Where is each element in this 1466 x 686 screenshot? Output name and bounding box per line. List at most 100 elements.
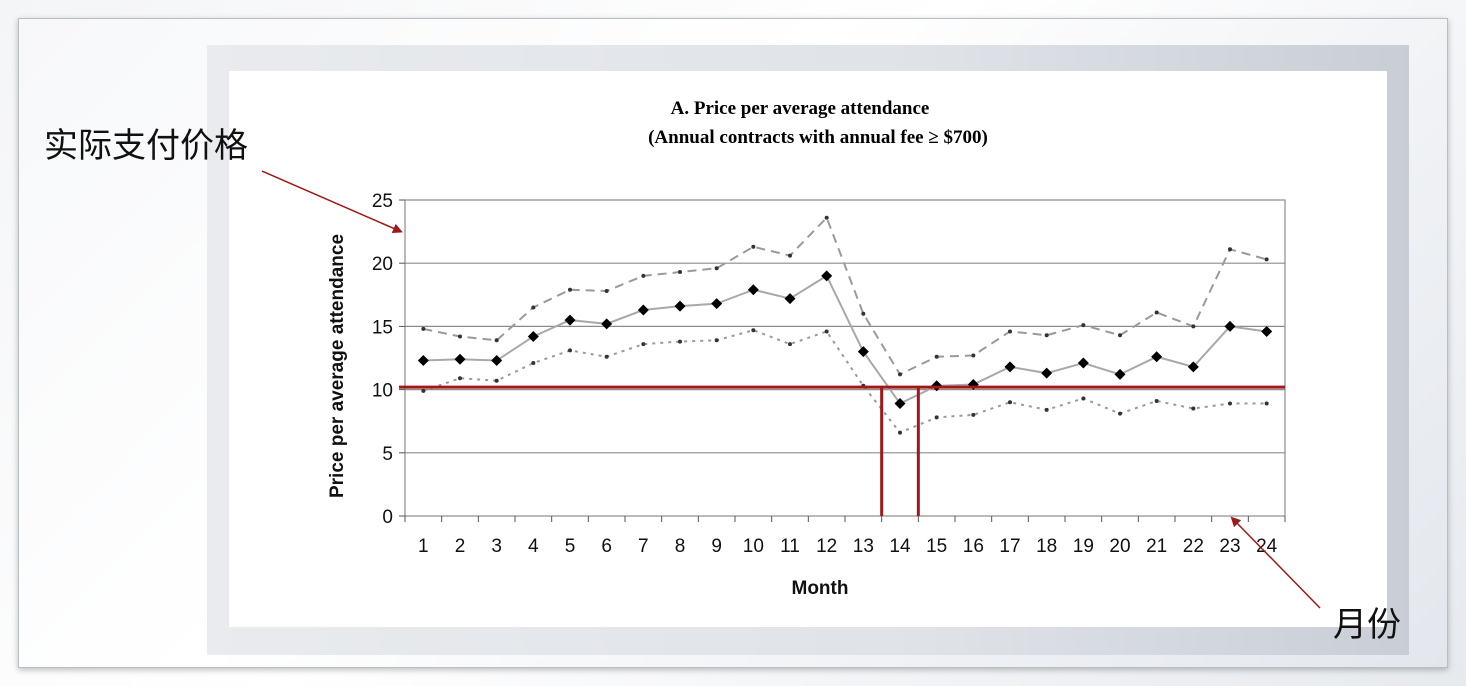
x-tick-label: 9 bbox=[711, 536, 722, 557]
x-tick-label: 11 bbox=[780, 536, 800, 557]
series-mean-point bbox=[747, 284, 759, 296]
x-tick-label: 18 bbox=[1036, 536, 1057, 557]
x-tick-label: 3 bbox=[491, 536, 502, 557]
x-tick-label: 2 bbox=[455, 536, 466, 557]
x-tick-label: 21 bbox=[1146, 536, 1167, 557]
x-tick-label: 22 bbox=[1183, 536, 1204, 557]
series-upper-point bbox=[714, 266, 719, 271]
series-mean-point bbox=[491, 355, 503, 367]
series-lower-point bbox=[421, 388, 426, 393]
series-upper-point bbox=[458, 334, 462, 339]
y-tick-label: 10 bbox=[372, 381, 393, 402]
series-lower-point bbox=[641, 342, 646, 347]
x-tick-label: 6 bbox=[601, 536, 612, 557]
series-lower-point bbox=[898, 430, 902, 435]
arrow-month bbox=[1230, 516, 1321, 609]
series-mean-point bbox=[674, 300, 686, 312]
y-tick-label: 20 bbox=[372, 254, 393, 275]
y-tick-label: 25 bbox=[372, 191, 393, 212]
series-lower-point bbox=[1191, 406, 1196, 411]
x-tick-label: 23 bbox=[1219, 536, 1240, 557]
series-lower-point bbox=[824, 329, 829, 334]
series-upper-point bbox=[604, 289, 609, 294]
callout-month: 月份 bbox=[1333, 605, 1401, 645]
series-upper-point bbox=[1118, 333, 1122, 338]
y-axis-label: Price per average attendance bbox=[327, 234, 348, 498]
series-upper-point bbox=[788, 253, 792, 258]
x-tick-label: 10 bbox=[743, 536, 764, 557]
y-tick-label: 0 bbox=[382, 507, 393, 528]
series-lower-point bbox=[604, 354, 609, 359]
series-mean-point bbox=[1151, 351, 1163, 363]
annotations bbox=[261, 170, 1321, 609]
series-lower-point bbox=[568, 348, 572, 353]
x-tick-label: 15 bbox=[926, 536, 947, 557]
series-mean-point bbox=[564, 314, 576, 326]
x-tick-label: 14 bbox=[889, 536, 911, 557]
series-mean-point bbox=[1114, 368, 1126, 380]
series-upper-point bbox=[641, 273, 646, 278]
series-mean-point bbox=[601, 318, 613, 330]
callout-actual-price: 实际支付价格 bbox=[44, 126, 248, 166]
chart-subtitle: (Annual contracts with annual fee ≥ $700… bbox=[648, 127, 988, 148]
arrow-actual-price bbox=[261, 170, 403, 233]
chart-title: A. Price per average attendance bbox=[671, 98, 930, 119]
x-tick-label: 5 bbox=[565, 536, 576, 557]
series-mean-point bbox=[637, 304, 649, 316]
series-lower-point bbox=[458, 376, 462, 381]
series-lower-point bbox=[934, 415, 939, 420]
x-tick-label: 16 bbox=[963, 536, 984, 557]
series-upper-point bbox=[421, 326, 426, 331]
series-lower-point bbox=[1081, 396, 1086, 401]
series-upper-point bbox=[678, 270, 682, 275]
x-tick-label: 7 bbox=[638, 536, 649, 557]
series-upper-point bbox=[898, 372, 902, 377]
series-upper-point bbox=[494, 338, 499, 343]
series-upper-line bbox=[423, 215, 1267, 376]
series-mean-point bbox=[784, 293, 796, 305]
series-lower-point bbox=[1044, 407, 1049, 412]
x-tick-label: 13 bbox=[853, 536, 874, 557]
chart-background bbox=[229, 71, 1387, 627]
series-mean-point bbox=[1077, 357, 1089, 369]
x-tick-label: 20 bbox=[1109, 536, 1130, 557]
series-lower-point bbox=[751, 328, 756, 333]
series-lower-point bbox=[1118, 411, 1122, 416]
series-mean-point bbox=[1041, 367, 1053, 379]
series-upper-point bbox=[824, 215, 829, 220]
series-lower-point bbox=[714, 338, 719, 343]
series-lower-point bbox=[1264, 401, 1269, 406]
series-upper-point bbox=[1008, 329, 1012, 334]
series-lower-point bbox=[494, 378, 499, 383]
series-mean-point bbox=[1261, 325, 1273, 337]
series-lower-point bbox=[1008, 400, 1012, 405]
series-upper-point bbox=[1044, 333, 1049, 338]
series-mean-point bbox=[821, 270, 833, 282]
series-mean-point bbox=[711, 298, 723, 310]
x-axis-label: Month bbox=[792, 578, 849, 599]
series-mean-point bbox=[1004, 361, 1016, 373]
series-lower-point bbox=[1228, 401, 1232, 406]
x-tick-label: 8 bbox=[675, 536, 686, 557]
x-tick-label: 1 bbox=[418, 536, 429, 557]
series-mean-point bbox=[527, 331, 539, 343]
series-mean-point bbox=[857, 346, 869, 358]
x-tick-label: 24 bbox=[1256, 536, 1278, 557]
series-mean-point bbox=[1187, 361, 1199, 373]
x-tick-label: 12 bbox=[816, 536, 837, 557]
series-mean-line bbox=[423, 274, 1267, 405]
series-upper-point bbox=[531, 305, 536, 310]
series-lower-point bbox=[788, 342, 792, 347]
series-upper-point bbox=[1081, 323, 1086, 328]
x-tick-label: 19 bbox=[1073, 536, 1094, 557]
series bbox=[417, 215, 1273, 435]
series-upper-point bbox=[1228, 247, 1232, 252]
series-upper-point bbox=[934, 354, 939, 359]
y-tick-label: 15 bbox=[372, 317, 393, 338]
series-mean-point bbox=[417, 355, 429, 367]
series-upper-point bbox=[861, 311, 866, 316]
series-lower-point bbox=[971, 412, 976, 417]
x-tick-label: 17 bbox=[999, 536, 1020, 557]
